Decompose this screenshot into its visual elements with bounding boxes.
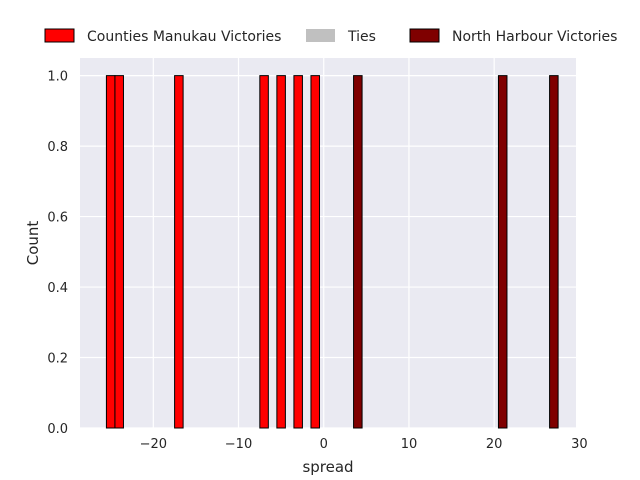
x-axis-label: spread xyxy=(302,458,353,476)
bar xyxy=(353,75,363,429)
y-tick-label: 0.4 xyxy=(47,281,68,296)
y-tick-label: 0.2 xyxy=(47,352,68,367)
bar xyxy=(549,75,559,429)
bar xyxy=(174,75,184,429)
bars xyxy=(105,75,559,429)
bar xyxy=(105,75,116,429)
bar xyxy=(259,75,269,429)
x-tick-labels: −20 −10 0 10 20 30 xyxy=(140,437,588,452)
y-tick-label: 0.8 xyxy=(47,140,68,155)
legend-label: North Harbour Victories xyxy=(452,29,617,45)
bar xyxy=(497,75,508,429)
bar xyxy=(114,75,124,429)
x-tick-label: −20 xyxy=(140,437,167,452)
plot-background xyxy=(80,58,576,428)
bar xyxy=(276,75,286,429)
x-tick-label: 0 xyxy=(320,437,328,452)
y-tick-label: 0.0 xyxy=(47,422,68,437)
y-axis-label: Count xyxy=(24,221,42,266)
x-tick-label: 10 xyxy=(401,437,418,452)
x-tick-label: 30 xyxy=(571,437,588,452)
grid-lines xyxy=(80,58,581,429)
y-tick-label: 1.0 xyxy=(47,70,68,85)
y-tick-labels: 0.0 0.2 0.4 0.6 0.8 1.0 xyxy=(47,70,68,437)
legend-swatch xyxy=(306,29,335,42)
x-tick-label: 20 xyxy=(486,437,503,452)
x-tick-label: −10 xyxy=(225,437,252,452)
legend-swatch xyxy=(409,28,440,43)
legend-swatch xyxy=(44,28,75,43)
bar xyxy=(293,75,303,429)
legend-label: Counties Manukau Victories xyxy=(87,29,281,45)
bar xyxy=(310,75,320,429)
legend: Counties Manukau Victories Ties North Harb… xyxy=(44,28,617,45)
legend-label: Ties xyxy=(347,29,376,45)
y-tick-label: 0.6 xyxy=(47,211,68,226)
